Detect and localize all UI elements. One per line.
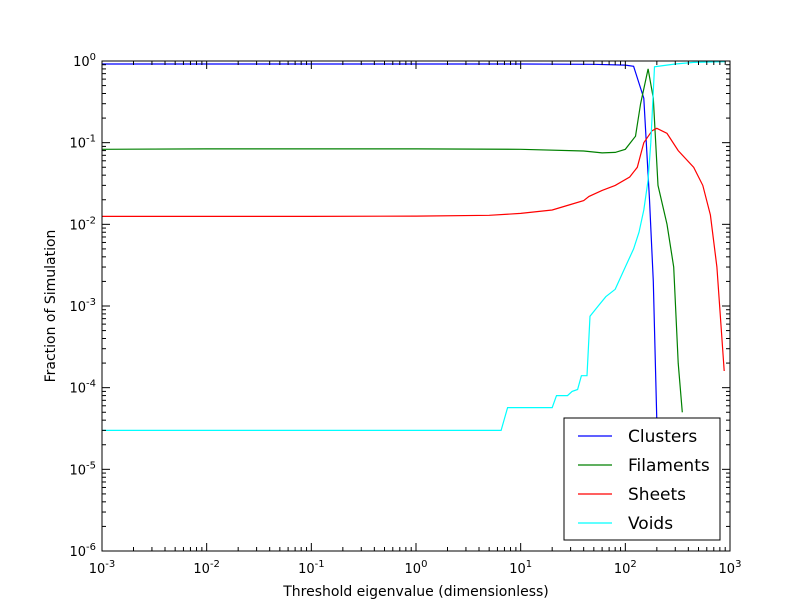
- x-tick-label: 103: [719, 559, 742, 577]
- legend: Clusters Filaments Sheets Voids: [563, 417, 721, 541]
- tick-label-layer: 10-3 10-2 10-1 100 101 102 103 10-6 10-5 10-4 10-3…: [69, 52, 741, 577]
- legend-label-sheets: Sheets: [628, 485, 686, 505]
- legend-label-voids: Voids: [628, 514, 673, 534]
- y-tick-label: 10-2: [69, 215, 96, 233]
- y-tick-label: 10-4: [69, 379, 96, 397]
- x-tick-label: 102: [614, 559, 637, 577]
- series-line-filaments: [101, 68, 683, 413]
- x-tick-label: 10-3: [89, 559, 116, 577]
- legend-label-clusters: Clusters: [628, 427, 697, 447]
- x-tick-label: 10-1: [298, 559, 325, 577]
- y-tick-label: 100: [73, 52, 96, 70]
- x-axis-label: Threshold eigenvalue (dimensionless): [282, 584, 549, 600]
- y-tick-label: 10-1: [69, 134, 96, 152]
- x-tick-label: 10-2: [193, 559, 220, 577]
- y-tick-label: 10-5: [69, 460, 96, 478]
- x-tick-label: 101: [509, 559, 532, 577]
- x-tick-label: 100: [405, 559, 428, 577]
- series-line-sheets: [102, 127, 725, 372]
- series-line-voids: [102, 61, 726, 431]
- legend-box: [563, 417, 721, 541]
- y-axis-label: Fraction of Simulation: [43, 230, 59, 383]
- tick-layer: [101, 60, 731, 552]
- y-tick-label: 10-6: [69, 542, 96, 560]
- legend-label-filaments: Filaments: [628, 456, 710, 476]
- y-tick-label: 10-3: [69, 297, 96, 315]
